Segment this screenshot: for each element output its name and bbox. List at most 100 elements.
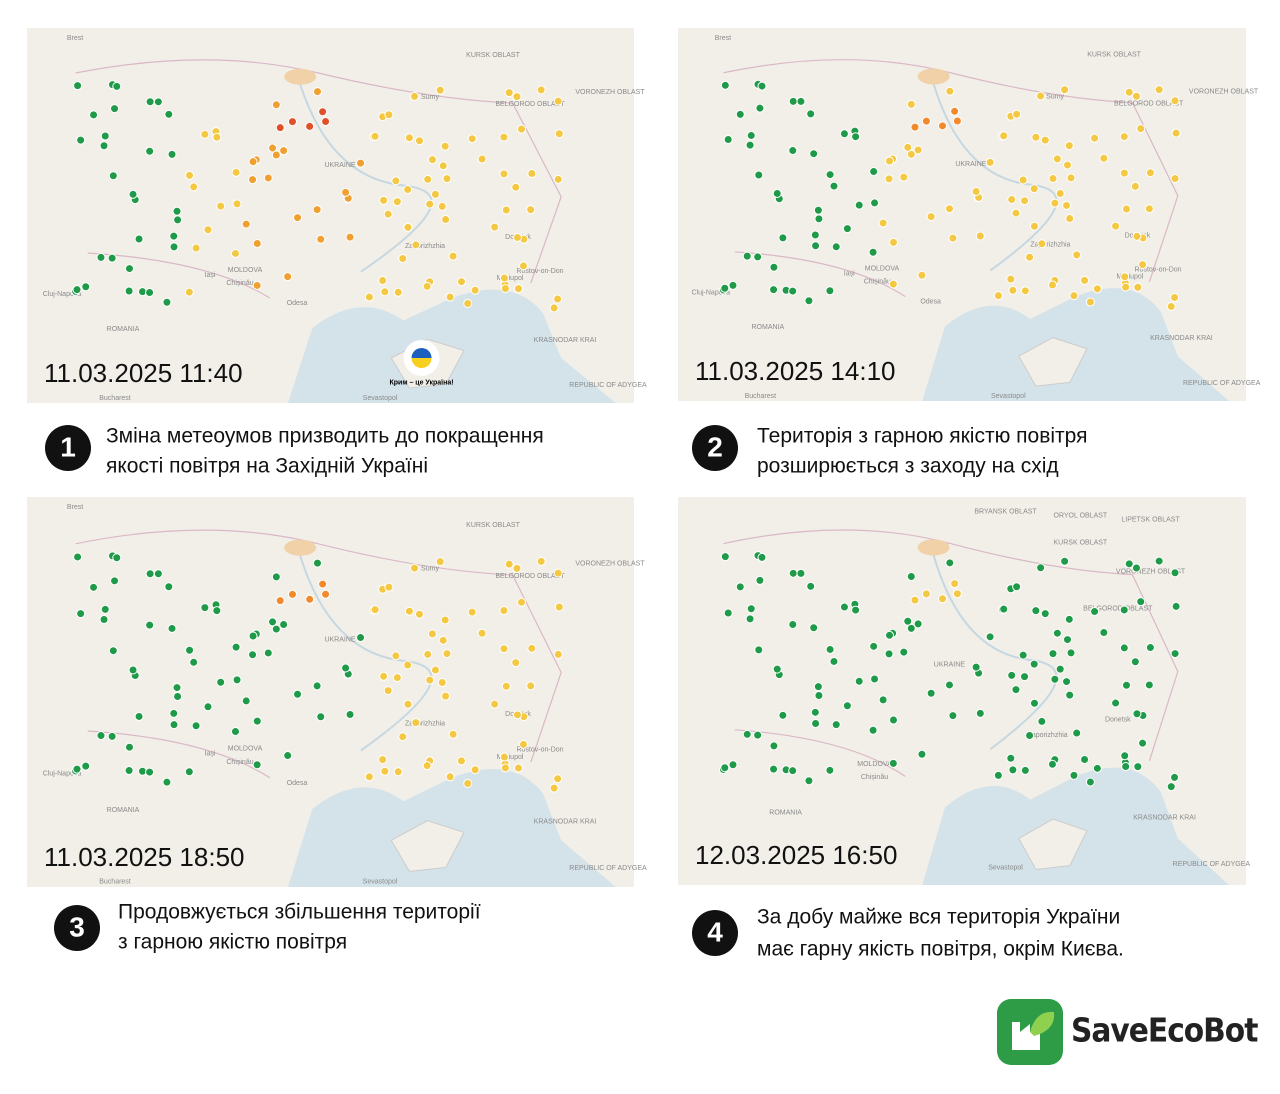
sensor-dot [1085, 297, 1095, 307]
sensor-dot [757, 81, 767, 91]
sensor-dot [440, 141, 450, 151]
sensor-dot [252, 280, 262, 290]
sensor-dot [899, 172, 909, 182]
sensor-dot [128, 189, 138, 199]
sensor-dot [110, 576, 120, 586]
sensor-dot [829, 181, 839, 191]
sensor-dot [839, 129, 849, 139]
sensor-dot [448, 251, 458, 261]
sensor-dot [1132, 231, 1142, 241]
sensor-dot [553, 294, 563, 304]
sensor-dot [263, 648, 273, 658]
sensor-dot [500, 763, 510, 773]
sensor-dot [169, 720, 179, 730]
map-label: Odesa [920, 298, 941, 305]
sensor-dot [1145, 168, 1155, 178]
sensor-dot [1170, 174, 1180, 184]
sensor-dot [720, 80, 730, 90]
sensor-dot [378, 275, 388, 285]
sensor-dot [888, 279, 898, 289]
step-badge [692, 425, 738, 471]
sensor-dot [1080, 275, 1090, 285]
sensor-dot [379, 671, 389, 681]
sensor-dot [1036, 91, 1046, 101]
sensor-dot [410, 563, 420, 573]
sensor-dot [549, 783, 559, 793]
sensor-dot [993, 291, 1003, 301]
sensor-dot [470, 765, 480, 775]
sensor-dot [1020, 196, 1030, 206]
sensor-dot [232, 199, 242, 209]
sensor-dot [100, 131, 110, 141]
sensor-dot [435, 557, 445, 567]
sensor-dot [885, 156, 895, 166]
sensor-dot [985, 157, 995, 167]
map-label: ORYOL OBLAST [1054, 512, 1108, 519]
map-label: Bucharest [99, 879, 131, 886]
sensor-dot [1040, 135, 1050, 145]
sensor-dot [438, 635, 448, 645]
map-label: BRYANSK OBLAST [974, 508, 1037, 515]
sensor-dot [950, 106, 960, 116]
sensor-dot [769, 764, 779, 774]
sensor-dot [796, 568, 806, 578]
sensor-dot [404, 133, 414, 143]
sensor-dot [1154, 85, 1164, 95]
map-label: Sumy [421, 94, 439, 101]
sensor-dot [145, 767, 155, 777]
map-label: KURSK OBLAST [466, 52, 520, 59]
sensor-dot [1119, 168, 1129, 178]
sensor-dot [392, 197, 402, 207]
sensor-dot [442, 649, 452, 659]
sensor-dot [806, 581, 816, 591]
river [299, 83, 433, 273]
caption-line: Зміна метеоумов призводить до покращення [106, 425, 544, 448]
sensor-dot [1060, 85, 1070, 95]
sensor-dot [511, 658, 521, 668]
sensor-dot [926, 688, 936, 698]
sensor-dot [885, 630, 895, 640]
map-label: MOLDOVA [228, 267, 263, 274]
sensor-dot [477, 628, 487, 638]
sensor-dot [203, 225, 213, 235]
sensor-dot [1119, 132, 1129, 142]
sensor-dot [1072, 250, 1082, 260]
sensor-dot [499, 169, 509, 179]
sensor-dot [1007, 670, 1017, 680]
sensor-dot [167, 623, 177, 633]
sensor-dot [516, 124, 526, 134]
sensor-dot [1144, 204, 1154, 214]
sensor-dot [200, 603, 210, 613]
sensor-dot [884, 649, 894, 659]
sensor-dot [248, 157, 258, 167]
sensor-dot [414, 136, 424, 146]
sensor-dot [1036, 563, 1046, 573]
river [932, 554, 1058, 750]
map-label: REPUBLIC OF ADYGEA [1183, 380, 1261, 387]
sensor-dot [778, 233, 788, 243]
sensor-dot [112, 81, 122, 91]
sensor-dot [504, 559, 514, 569]
sensor-dot [1031, 132, 1041, 142]
river [932, 83, 1058, 272]
sensor-dot [728, 280, 738, 290]
sensor-dot [283, 272, 293, 282]
sensor-dot [512, 563, 522, 573]
sensor-dot [467, 607, 477, 617]
sensor-dot [1121, 204, 1131, 214]
sensor-dot [404, 606, 414, 616]
map-label: Rostov-on-Don [516, 268, 563, 275]
sensor-dot [293, 213, 303, 223]
sensor-dot [813, 205, 823, 215]
sensor-dot [185, 645, 195, 655]
sensor-dot [81, 761, 91, 771]
sensor-dot [268, 143, 278, 153]
sensor-dot [456, 756, 466, 766]
sensor-dot [825, 286, 835, 296]
sensor-dot [341, 187, 351, 197]
sensor-dot [723, 135, 733, 145]
sensor-dot [162, 297, 172, 307]
sensor-dot [1062, 677, 1072, 687]
sensor-dot [937, 594, 947, 604]
